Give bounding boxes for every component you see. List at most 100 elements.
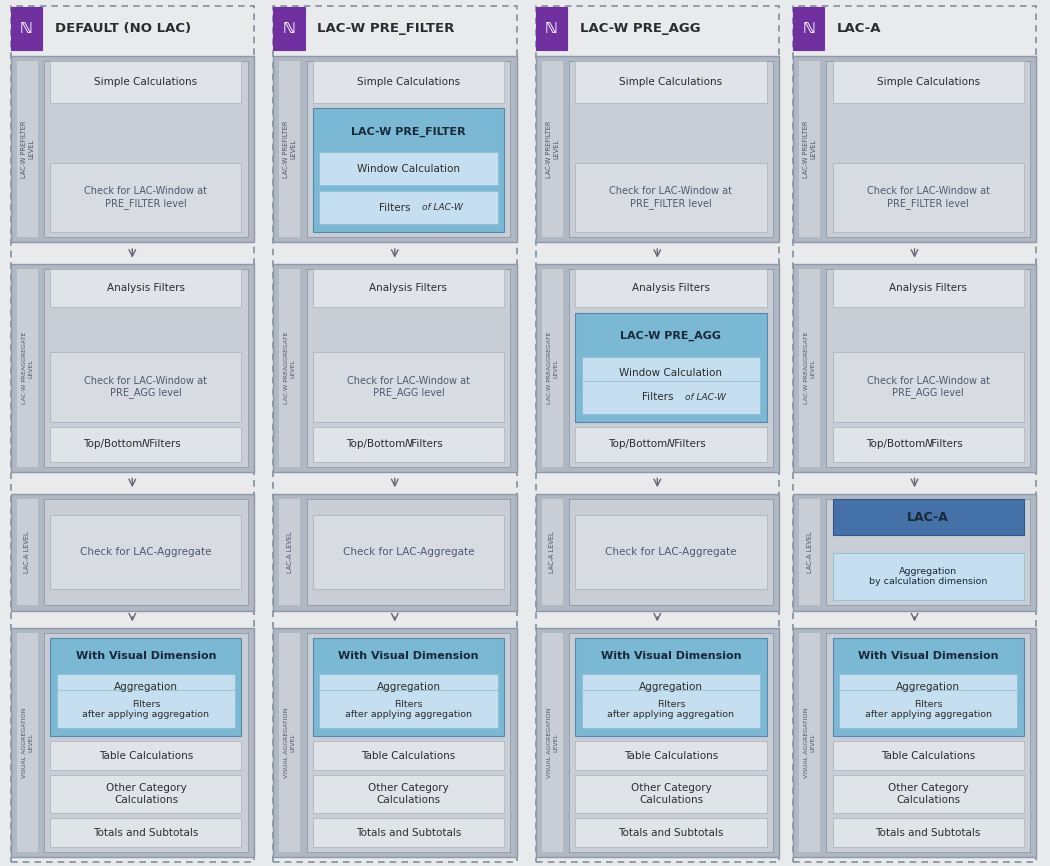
- FancyBboxPatch shape: [833, 269, 1024, 307]
- FancyBboxPatch shape: [313, 638, 504, 736]
- FancyBboxPatch shape: [575, 638, 766, 736]
- Text: Other Category
Calculations: Other Category Calculations: [369, 784, 448, 805]
- Text: LAC-A LEVEL: LAC-A LEVEL: [806, 531, 813, 573]
- FancyBboxPatch shape: [50, 61, 242, 103]
- Text: Analysis Filters: Analysis Filters: [370, 283, 447, 294]
- Text: Check for LAC-Window at
PRE_FILTER level: Check for LAC-Window at PRE_FILTER level: [866, 186, 990, 209]
- Text: Filters: Filters: [408, 439, 443, 449]
- Bar: [793, 6, 1036, 862]
- FancyBboxPatch shape: [44, 269, 248, 467]
- Text: LAC-W PRE_AGG: LAC-W PRE_AGG: [580, 22, 700, 36]
- FancyBboxPatch shape: [313, 108, 504, 232]
- Text: VISUAL AGGREGATION
LEVEL: VISUAL AGGREGATION LEVEL: [285, 708, 295, 778]
- FancyBboxPatch shape: [17, 633, 38, 852]
- FancyBboxPatch shape: [536, 494, 779, 611]
- Text: ℕ: ℕ: [20, 21, 33, 36]
- FancyBboxPatch shape: [313, 269, 504, 307]
- Text: Table Calculations: Table Calculations: [881, 751, 975, 760]
- Text: of LAC-W: of LAC-W: [685, 393, 726, 402]
- Text: LAC-A LEVEL: LAC-A LEVEL: [287, 531, 293, 573]
- FancyBboxPatch shape: [839, 690, 1017, 728]
- FancyBboxPatch shape: [536, 56, 779, 242]
- Text: DEFAULT (NO LAC): DEFAULT (NO LAC): [55, 22, 191, 36]
- FancyBboxPatch shape: [279, 499, 300, 605]
- Text: Aggregation: Aggregation: [377, 682, 440, 692]
- Text: Filters
after applying aggregation: Filters after applying aggregation: [865, 700, 991, 719]
- Text: Check for LAC-Window at
PRE_FILTER level: Check for LAC-Window at PRE_FILTER level: [84, 186, 208, 209]
- Text: LAC-W PREFILTER
LEVEL: LAC-W PREFILTER LEVEL: [803, 120, 816, 178]
- Text: of LAC-W: of LAC-W: [422, 204, 463, 212]
- FancyBboxPatch shape: [44, 499, 248, 605]
- FancyBboxPatch shape: [273, 56, 517, 242]
- Text: LAC-A LEVEL: LAC-A LEVEL: [24, 531, 30, 573]
- FancyBboxPatch shape: [833, 775, 1024, 813]
- Text: Totals and Subtotals: Totals and Subtotals: [876, 828, 981, 837]
- FancyBboxPatch shape: [799, 633, 820, 852]
- FancyBboxPatch shape: [799, 61, 820, 237]
- Text: Analysis Filters: Analysis Filters: [889, 283, 967, 294]
- Text: Check for LAC-Window at
PRE_AGG level: Check for LAC-Window at PRE_AGG level: [346, 376, 470, 398]
- Text: LAC-W PRE_FILTER: LAC-W PRE_FILTER: [351, 126, 466, 137]
- FancyBboxPatch shape: [279, 633, 300, 852]
- FancyBboxPatch shape: [313, 741, 504, 770]
- Bar: [273, 6, 517, 862]
- Text: Simple Calculations: Simple Calculations: [877, 77, 980, 87]
- Text: Check for LAC-Aggregate: Check for LAC-Aggregate: [342, 547, 475, 557]
- Text: Filters: Filters: [928, 439, 963, 449]
- Text: Totals and Subtotals: Totals and Subtotals: [356, 828, 461, 837]
- Text: Check for LAC-Aggregate: Check for LAC-Aggregate: [80, 547, 212, 557]
- Text: Filters
after applying aggregation: Filters after applying aggregation: [608, 700, 734, 719]
- FancyBboxPatch shape: [313, 352, 504, 422]
- Text: Other Category
Calculations: Other Category Calculations: [888, 784, 968, 805]
- Text: Check for LAC-Window at
PRE_FILTER level: Check for LAC-Window at PRE_FILTER level: [609, 186, 733, 209]
- Text: LAC-W PREFILTER
LEVEL: LAC-W PREFILTER LEVEL: [546, 120, 559, 178]
- FancyBboxPatch shape: [10, 628, 254, 857]
- Text: LAC-A LEVEL: LAC-A LEVEL: [549, 531, 555, 573]
- Text: N: N: [142, 439, 150, 449]
- FancyBboxPatch shape: [826, 269, 1030, 467]
- Text: Filters: Filters: [146, 439, 181, 449]
- Text: Analysis Filters: Analysis Filters: [632, 283, 710, 294]
- Text: Aggregation
by calculation dimension: Aggregation by calculation dimension: [869, 566, 987, 586]
- FancyBboxPatch shape: [307, 269, 510, 467]
- FancyBboxPatch shape: [50, 163, 242, 232]
- Bar: [536, 6, 779, 862]
- FancyBboxPatch shape: [833, 499, 1024, 535]
- FancyBboxPatch shape: [50, 515, 242, 589]
- Text: With Visual Dimension: With Visual Dimension: [858, 651, 999, 661]
- FancyBboxPatch shape: [17, 499, 38, 605]
- Text: ℕ: ℕ: [282, 21, 295, 36]
- Text: Check for LAC-Window at
PRE_AGG level: Check for LAC-Window at PRE_AGG level: [84, 376, 208, 398]
- FancyBboxPatch shape: [793, 56, 1036, 242]
- FancyBboxPatch shape: [582, 381, 760, 414]
- Text: Simple Calculations: Simple Calculations: [357, 77, 460, 87]
- FancyBboxPatch shape: [50, 352, 242, 422]
- FancyBboxPatch shape: [10, 56, 254, 242]
- Text: LAC-W PREAGGREGATE
LEVEL: LAC-W PREAGGREGATE LEVEL: [285, 332, 295, 404]
- FancyBboxPatch shape: [542, 499, 563, 605]
- Text: ℕ: ℕ: [802, 21, 815, 36]
- FancyBboxPatch shape: [575, 818, 766, 847]
- FancyBboxPatch shape: [793, 7, 824, 50]
- FancyBboxPatch shape: [313, 775, 504, 813]
- FancyBboxPatch shape: [57, 674, 235, 700]
- Text: VISUAL AGGREGATION
LEVEL: VISUAL AGGREGATION LEVEL: [22, 708, 33, 778]
- FancyBboxPatch shape: [575, 775, 766, 813]
- FancyBboxPatch shape: [575, 269, 766, 307]
- FancyBboxPatch shape: [44, 633, 248, 852]
- FancyBboxPatch shape: [50, 269, 242, 307]
- Text: Simple Calculations: Simple Calculations: [94, 77, 197, 87]
- Text: Top/Bottom: Top/Bottom: [83, 439, 146, 449]
- FancyBboxPatch shape: [319, 152, 498, 185]
- FancyBboxPatch shape: [307, 499, 510, 605]
- FancyBboxPatch shape: [799, 499, 820, 605]
- Text: N: N: [404, 439, 413, 449]
- Text: With Visual Dimension: With Visual Dimension: [76, 651, 216, 661]
- Text: Window Calculation: Window Calculation: [620, 368, 722, 378]
- Text: LAC-A: LAC-A: [837, 22, 881, 36]
- Text: Totals and Subtotals: Totals and Subtotals: [93, 828, 198, 837]
- FancyBboxPatch shape: [319, 674, 498, 700]
- Text: Top/Bottom: Top/Bottom: [345, 439, 408, 449]
- FancyBboxPatch shape: [793, 494, 1036, 611]
- Text: Aggregation: Aggregation: [639, 682, 702, 692]
